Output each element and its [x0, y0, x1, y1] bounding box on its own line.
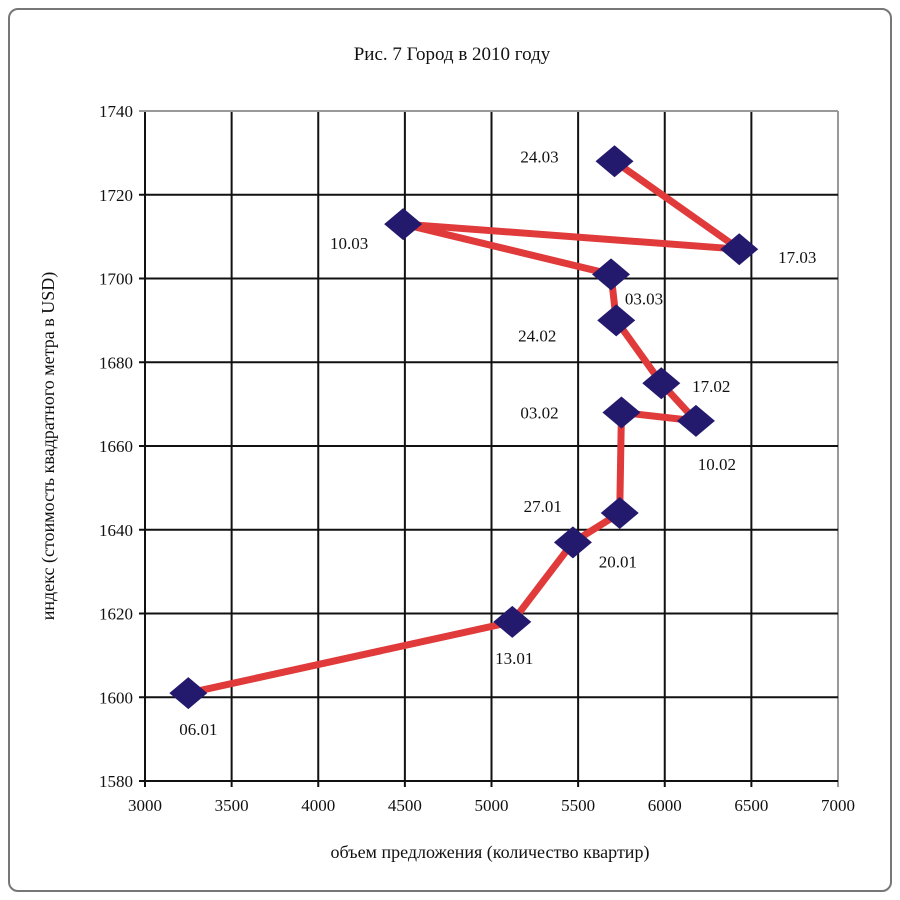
data-label: 17.02 — [692, 377, 730, 396]
data-label: 10.03 — [330, 234, 368, 253]
y-tick-label: 1640 — [99, 521, 133, 540]
data-label: 24.03 — [520, 147, 558, 166]
data-label: 27.01 — [524, 497, 562, 516]
y-tick-label: 1740 — [99, 102, 133, 121]
data-label: 10.02 — [698, 455, 736, 474]
data-point-diamond — [595, 145, 634, 178]
data-point-diamond — [600, 497, 639, 529]
data-label: 06.01 — [179, 720, 217, 739]
x-tick-label: 5500 — [561, 796, 595, 815]
data-label: 24.02 — [518, 326, 556, 345]
data-label: 13.01 — [495, 649, 533, 668]
y-tick-label: 1680 — [99, 353, 133, 372]
data-point-diamond — [602, 396, 641, 429]
y-tick-label: 1720 — [99, 186, 133, 205]
x-axis-label: объем предложения (количество квартир) — [331, 842, 650, 863]
y-tick-label: 1600 — [99, 688, 133, 707]
data-point-diamond — [169, 677, 208, 710]
series-line-segment — [399, 220, 615, 278]
series-line-segment — [184, 618, 516, 697]
y-tick-label: 1580 — [99, 772, 133, 791]
x-tick-label: 4500 — [388, 796, 422, 815]
data-label: 17.03 — [778, 248, 816, 267]
y-tick-label: 1620 — [99, 605, 133, 624]
series-line-segment — [612, 316, 665, 387]
data-point-diamond — [597, 304, 636, 337]
data-point-diamond — [592, 258, 631, 291]
x-tick-label: 6000 — [648, 796, 682, 815]
data-label: 03.02 — [520, 404, 558, 423]
series-line-segment — [399, 220, 743, 253]
series-line-segment — [616, 409, 625, 517]
x-tick-label: 6500 — [734, 796, 768, 815]
data-point-diamond — [553, 526, 592, 559]
series-line-segment — [508, 538, 577, 626]
y-axis-label: индекс (стоимость квадратного метра в US… — [38, 272, 59, 620]
data-point-diamond — [720, 233, 759, 266]
chart-frame — [8, 8, 892, 892]
x-tick-label: 3000 — [128, 796, 162, 815]
data-label: 03.03 — [625, 289, 663, 308]
x-tick-label: 3500 — [215, 796, 249, 815]
data-point-diamond — [384, 208, 423, 241]
x-tick-label: 4000 — [301, 796, 335, 815]
data-point-diamond — [642, 367, 681, 400]
x-tick-label: 5000 — [475, 796, 509, 815]
chart-title: Рис. 7 Город в 2010 году — [354, 44, 551, 65]
data-label: 20.01 — [599, 552, 637, 571]
data-point-diamond — [676, 404, 715, 437]
y-tick-label: 1660 — [99, 437, 133, 456]
data-point-diamond — [493, 605, 532, 638]
x-tick-label: 7000 — [821, 796, 855, 815]
y-tick-label: 1700 — [99, 270, 133, 289]
series-line-segment — [611, 157, 743, 253]
